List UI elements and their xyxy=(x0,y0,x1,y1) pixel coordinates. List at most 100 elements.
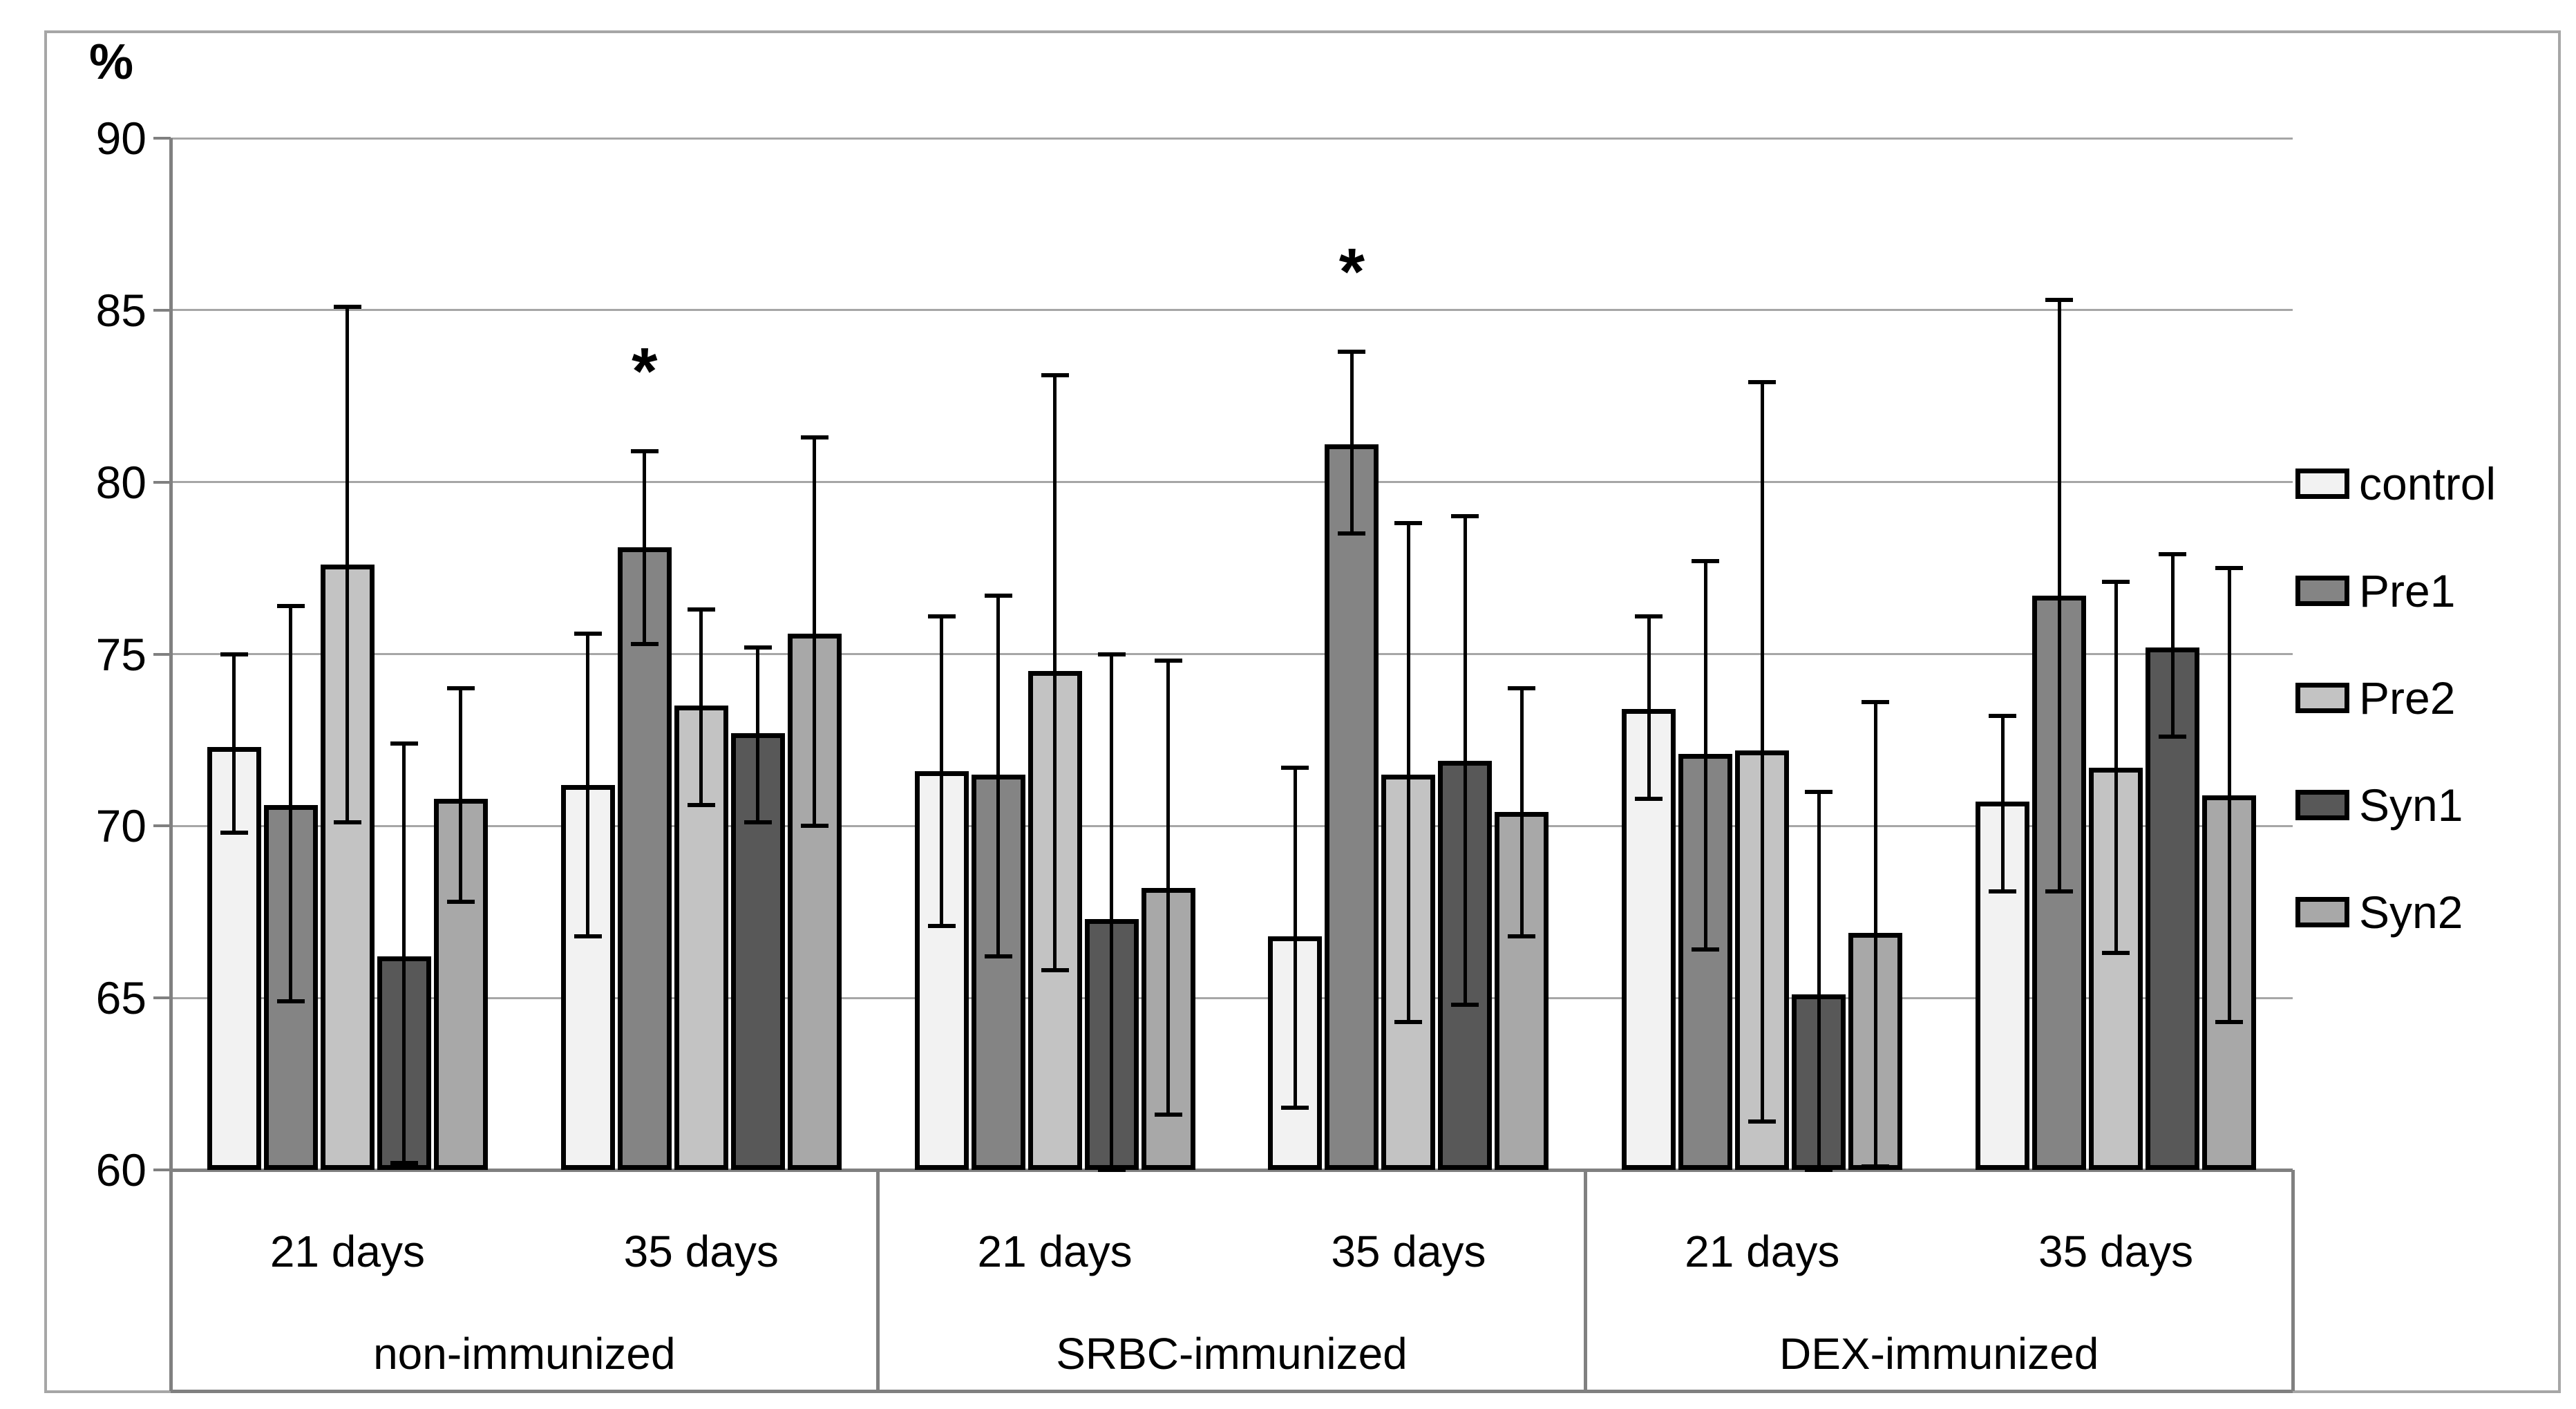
error-bar-line xyxy=(1760,382,1764,1122)
error-bar-cap-bottom xyxy=(220,831,248,835)
error-bar-line xyxy=(1053,375,1057,971)
x-axis-subcategory-label: 21 days xyxy=(269,1227,425,1276)
y-axis-tick xyxy=(153,137,171,140)
error-bar-cap-bottom xyxy=(1805,1168,1833,1172)
error-bar-line xyxy=(2114,581,2118,954)
bar-syn1 xyxy=(1438,760,1493,1170)
error-bar-line xyxy=(1406,523,1410,1022)
y-axis-tick xyxy=(153,1169,171,1171)
y-axis-tick-label: 85 xyxy=(95,284,146,336)
error-bar-line xyxy=(1703,561,1707,950)
y-gridline xyxy=(171,481,2293,484)
error-bar-cap-top xyxy=(574,631,602,636)
category-group-divider xyxy=(876,1170,880,1391)
error-bar-line xyxy=(1110,654,1114,1170)
error-bar-line xyxy=(813,437,817,826)
error-bar-cap-bottom xyxy=(276,999,305,1004)
legend-label-syn2: Syn2 xyxy=(2359,887,2463,938)
error-bar-cap-bottom xyxy=(1862,1164,1890,1169)
legend-swatch-pre1 xyxy=(2295,576,2349,606)
error-bar-line xyxy=(1166,661,1171,1115)
error-bar-cap-bottom xyxy=(927,923,956,928)
legend-swatch-control xyxy=(2295,469,2349,499)
bar-pre1 xyxy=(1325,444,1379,1170)
error-bar-cap-top xyxy=(2102,579,2130,584)
y-gridline xyxy=(171,996,2293,999)
bar-pre2 xyxy=(320,565,375,1170)
category-box-bottom-edge xyxy=(171,1389,2293,1393)
error-bar-cap-top xyxy=(1097,652,1126,656)
error-bar-line xyxy=(1463,516,1467,1005)
error-bar-cap-bottom xyxy=(984,954,1012,959)
error-bar-cap-bottom xyxy=(1394,1020,1423,1024)
legend-swatch-syn2 xyxy=(2295,897,2349,927)
legend-label-control: control xyxy=(2359,458,2497,509)
error-bar-cap-bottom xyxy=(1635,796,1663,801)
error-bar-line xyxy=(2000,716,2005,891)
bar-syn2 xyxy=(433,798,488,1170)
error-bar-cap-bottom xyxy=(1097,1168,1126,1172)
error-bar-line xyxy=(2227,568,2231,1022)
error-bar-line xyxy=(940,616,944,926)
y-axis-tick xyxy=(153,996,171,1000)
error-bar-line xyxy=(699,609,703,806)
y-gridline xyxy=(171,137,2293,140)
error-bar-cap-top xyxy=(1862,700,1890,705)
x-axis-subcategory-label: 21 days xyxy=(1685,1227,1840,1276)
significance-asterisk: * xyxy=(632,334,658,408)
x-axis-subcategory-label: 35 days xyxy=(2038,1227,2194,1276)
error-bar-line xyxy=(1349,351,1354,534)
x-axis-subcategory-label: 35 days xyxy=(623,1227,779,1276)
error-bar-cap-bottom xyxy=(687,803,715,808)
error-bar-cap-top xyxy=(744,645,772,650)
error-bar-cap-top xyxy=(1394,521,1423,526)
y-axis-unit-label: % xyxy=(88,35,134,90)
error-bar-line xyxy=(2057,299,2061,891)
error-bar-cap-bottom xyxy=(1041,968,1069,973)
error-bar-cap-top xyxy=(1281,765,1309,770)
x-axis-group-label: non-immunized xyxy=(373,1329,676,1379)
error-bar-cap-top xyxy=(800,435,828,439)
y-axis-tick-label: 90 xyxy=(95,113,146,164)
error-bar-cap-top xyxy=(1338,349,1366,354)
error-bar-cap-top xyxy=(390,741,418,746)
error-bar-line xyxy=(1647,616,1651,799)
error-bar-cap-top xyxy=(446,686,475,691)
error-bar-cap-top xyxy=(333,304,361,309)
error-bar-line xyxy=(2170,554,2175,737)
error-bar-cap-bottom xyxy=(2102,951,2130,956)
x-axis-subcategory-label: 35 days xyxy=(1331,1227,1486,1276)
legend-swatch-pre2 xyxy=(2295,683,2349,713)
y-axis-line xyxy=(169,138,173,1391)
error-bar-cap-top xyxy=(220,652,248,656)
error-bar-cap-top xyxy=(927,614,956,618)
error-bar-cap-top xyxy=(984,593,1012,598)
error-bar-cap-bottom xyxy=(1154,1113,1182,1117)
error-bar-line xyxy=(1293,767,1297,1108)
error-bar-cap-top xyxy=(1989,714,2017,719)
legend-label-syn1: Syn1 xyxy=(2359,779,2463,831)
y-gridline xyxy=(171,824,2293,827)
error-bar-cap-top xyxy=(1805,789,1833,794)
error-bar-cap-bottom xyxy=(2159,734,2187,739)
error-bar-cap-top xyxy=(2215,566,2244,571)
legend-label-pre1: Pre1 xyxy=(2359,565,2456,616)
category-box-right-edge xyxy=(2291,1170,2295,1391)
error-bar-cap-bottom xyxy=(2045,889,2074,893)
error-bar-cap-bottom xyxy=(1281,1106,1309,1110)
error-bar-cap-bottom xyxy=(1748,1119,1777,1124)
y-axis-tick xyxy=(153,824,171,828)
legend-label-pre2: Pre2 xyxy=(2359,672,2456,724)
error-bar-cap-bottom xyxy=(333,820,361,825)
significance-asterisk: * xyxy=(1338,234,1365,309)
error-bar-line xyxy=(643,451,647,644)
legend-swatch-syn1 xyxy=(2295,790,2349,820)
y-axis-tick-label: 70 xyxy=(95,800,146,852)
y-gridline xyxy=(171,653,2293,655)
error-bar-line xyxy=(756,647,760,823)
y-gridline xyxy=(171,309,2293,312)
y-axis-tick-label: 60 xyxy=(95,1144,146,1195)
error-bar-cap-top xyxy=(1635,614,1663,618)
error-bar-cap-top xyxy=(1692,559,1720,564)
error-bar-line xyxy=(996,595,1001,957)
